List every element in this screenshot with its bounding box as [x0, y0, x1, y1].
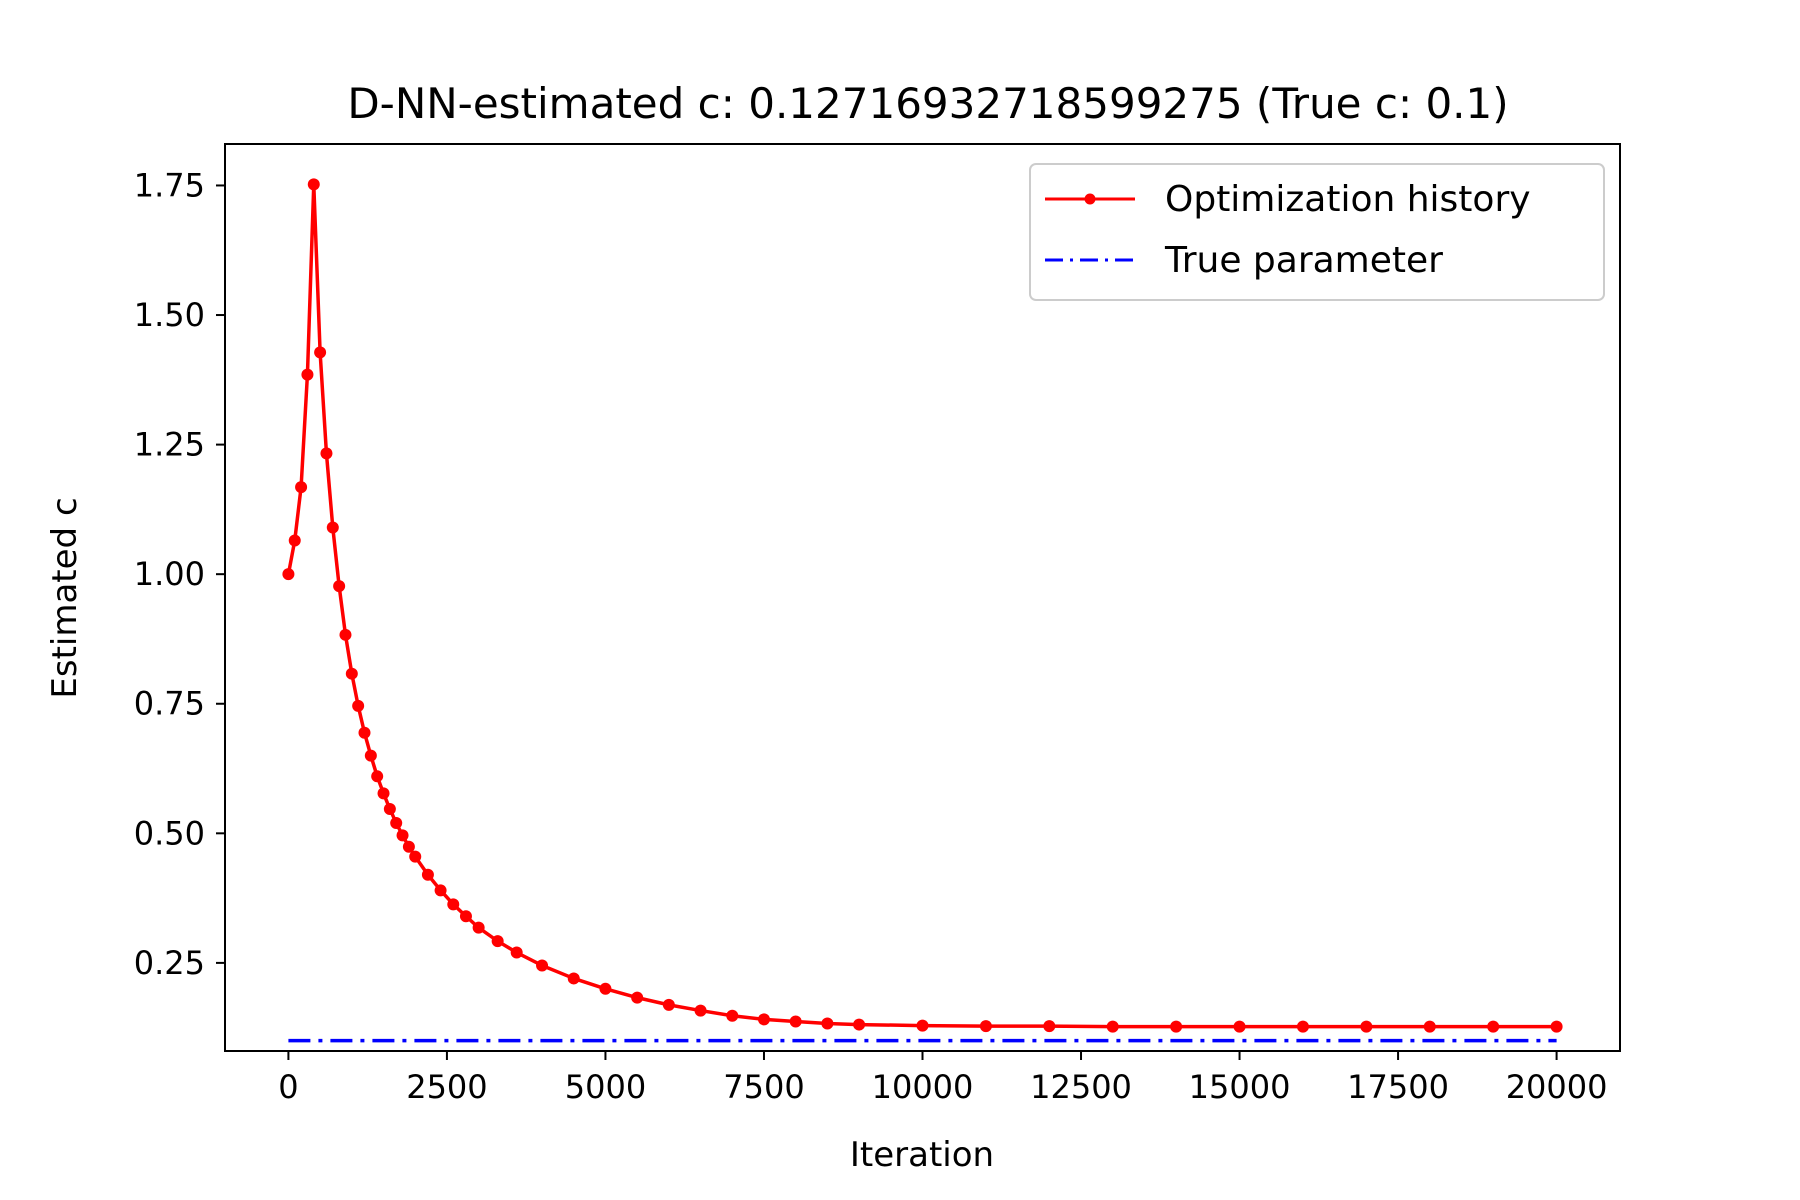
optimization-history-point [390, 816, 403, 829]
optimization-history-point [402, 840, 415, 853]
optimization-history-point [536, 959, 549, 972]
optimization-history-point [472, 921, 485, 934]
x-tick-label: 7500 [723, 1068, 804, 1106]
y-tick-label: 1.50 [134, 296, 205, 334]
optimization-history-point [853, 1018, 866, 1031]
optimization-history-point [662, 998, 675, 1011]
y-tick-label: 0.75 [134, 685, 205, 723]
y-tick-label: 1.25 [134, 426, 205, 464]
optimization-history-point [295, 481, 308, 494]
optimization-history-point [352, 699, 365, 712]
optimization-history-point [459, 910, 472, 923]
optimization-history-point [383, 802, 396, 815]
optimization-history-point [320, 447, 333, 460]
y-tick-label: 0.50 [134, 814, 205, 852]
optimization-history-point [326, 521, 339, 534]
optimization-history-point [567, 972, 580, 985]
x-tick-label: 0 [278, 1068, 298, 1106]
optimization-history-point [371, 770, 384, 783]
optimization-history-point [1550, 1020, 1563, 1033]
x-tick-label: 2500 [406, 1068, 487, 1106]
optimization-history-point [333, 580, 346, 593]
optimization-history-point [288, 534, 301, 547]
legend-label-true-parameter: True parameter [1164, 240, 1443, 281]
y-tick-label: 1.00 [134, 555, 205, 593]
x-tick-label: 17500 [1347, 1068, 1449, 1106]
legend-box [1029, 163, 1605, 301]
optimization-history-point [1170, 1020, 1183, 1033]
optimization-history-point [789, 1015, 802, 1028]
legend-label-optimization-history: Optimization history [1165, 179, 1531, 220]
legend: Optimization history True parameter [1029, 163, 1605, 301]
optimization-history-point [821, 1017, 834, 1030]
optimization-history-line [286, 182, 1557, 1029]
x-tick-label: 12500 [1030, 1068, 1132, 1106]
legend-marker-optimization-history [1084, 193, 1096, 205]
optimization-history-point [314, 346, 327, 359]
optimization-history-point [364, 749, 377, 762]
optimization-history-point [307, 178, 320, 191]
x-axis-title: Iteration [850, 1135, 994, 1175]
y-axis-ticks: 0.25 0.50 0.75 1.00 1.25 1.50 1.75 [134, 166, 225, 982]
optimization-history-point [1106, 1020, 1119, 1033]
optimization-history-point [396, 829, 409, 842]
optimization-history-point [434, 884, 447, 897]
optimization-history-point [1487, 1020, 1500, 1033]
optimization-history-point [1296, 1020, 1309, 1033]
optimization-history-point [301, 368, 314, 381]
optimization-history-point [599, 982, 612, 995]
y-tick-label: 1.75 [134, 166, 205, 204]
optimization-history-point [339, 628, 352, 641]
x-tick-label: 10000 [872, 1068, 974, 1106]
optimization-history-point [1043, 1020, 1056, 1033]
optimization-history-point [377, 787, 390, 800]
x-axis-ticks: 0 2500 5000 7500 10000 12500 15000 17500 20000 [278, 1051, 1607, 1106]
series-layer [282, 178, 1563, 1043]
optimization-history-point [491, 935, 504, 948]
optimization-history-point [916, 1019, 929, 1032]
optimization-history-point [409, 850, 422, 863]
optimization-history-point [345, 667, 358, 680]
y-tick-label: 0.25 [134, 944, 205, 982]
chart-title: D-NN-estimated c: 0.12716932718599275 (T… [347, 79, 1508, 128]
optimization-history-point [1360, 1020, 1373, 1033]
optimization-history-point [726, 1009, 739, 1022]
optimization-history-point [421, 868, 434, 881]
optimization-history-point [979, 1020, 992, 1033]
optimization-history-point [1233, 1020, 1246, 1033]
x-tick-label: 5000 [565, 1068, 646, 1106]
x-tick-label: 20000 [1506, 1068, 1608, 1106]
optimization-history-point [282, 568, 295, 581]
optimization-history-point [631, 991, 644, 1004]
x-tick-label: 15000 [1189, 1068, 1291, 1106]
optimization-history-point [757, 1013, 770, 1026]
optimization-history-point [447, 898, 460, 911]
optimization-history-point [510, 946, 523, 959]
optimization-history-point [694, 1004, 707, 1017]
optimization-history-point [358, 726, 371, 739]
optimization-history-point [1423, 1020, 1436, 1033]
y-axis-title: Estimated c [45, 497, 85, 698]
